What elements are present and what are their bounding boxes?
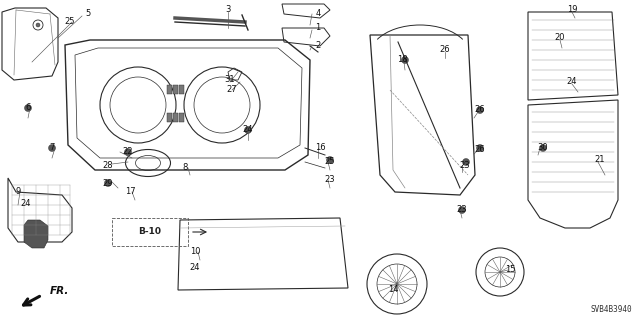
Circle shape — [463, 159, 470, 166]
Circle shape — [540, 145, 547, 152]
Text: 29: 29 — [103, 179, 113, 188]
Text: 24: 24 — [189, 263, 200, 272]
Text: 28: 28 — [102, 160, 113, 169]
Text: 31: 31 — [225, 76, 236, 85]
Circle shape — [326, 157, 333, 164]
Text: 24: 24 — [20, 199, 31, 209]
Text: 2: 2 — [316, 41, 321, 50]
Circle shape — [36, 23, 40, 27]
Text: 7: 7 — [49, 144, 54, 152]
Circle shape — [125, 149, 131, 155]
Text: 14: 14 — [388, 286, 398, 294]
Text: 30: 30 — [538, 144, 548, 152]
Text: 1: 1 — [316, 24, 321, 33]
Text: 6: 6 — [26, 103, 31, 113]
Text: SVB4B3940: SVB4B3940 — [590, 305, 632, 314]
Circle shape — [49, 145, 56, 152]
Text: 4: 4 — [316, 10, 321, 19]
Bar — [173, 85, 178, 94]
Text: 24: 24 — [243, 125, 253, 135]
Circle shape — [244, 127, 252, 133]
Bar — [179, 85, 184, 94]
Text: 19: 19 — [567, 5, 577, 14]
Text: FR.: FR. — [50, 286, 69, 296]
Text: 23: 23 — [460, 160, 470, 169]
Text: 15: 15 — [505, 265, 515, 275]
Text: 22: 22 — [123, 147, 133, 157]
Bar — [167, 113, 172, 122]
Text: 23: 23 — [324, 175, 335, 184]
Text: 17: 17 — [125, 188, 135, 197]
Circle shape — [24, 105, 31, 112]
Text: 10: 10 — [189, 248, 200, 256]
Circle shape — [401, 56, 408, 63]
Circle shape — [104, 180, 111, 187]
Text: 3: 3 — [225, 5, 230, 14]
Text: 23: 23 — [457, 205, 467, 214]
Text: 25: 25 — [324, 158, 335, 167]
Bar — [179, 113, 184, 122]
Circle shape — [477, 107, 483, 114]
Text: 27: 27 — [227, 85, 237, 94]
Text: 8: 8 — [182, 164, 188, 173]
Polygon shape — [24, 220, 48, 248]
Text: 26: 26 — [475, 145, 485, 154]
Text: B-10: B-10 — [138, 227, 161, 236]
Bar — [167, 85, 172, 94]
Text: 20: 20 — [555, 33, 565, 42]
Text: 18: 18 — [397, 56, 407, 64]
Text: 25: 25 — [65, 18, 76, 26]
Text: 26: 26 — [475, 106, 485, 115]
Text: 9: 9 — [15, 188, 20, 197]
Text: 26: 26 — [440, 46, 451, 55]
Circle shape — [477, 145, 483, 152]
Text: 16: 16 — [315, 144, 325, 152]
Text: 24: 24 — [567, 78, 577, 86]
Circle shape — [458, 206, 465, 213]
Text: 5: 5 — [85, 10, 91, 19]
Text: 21: 21 — [595, 155, 605, 165]
Bar — [173, 113, 178, 122]
